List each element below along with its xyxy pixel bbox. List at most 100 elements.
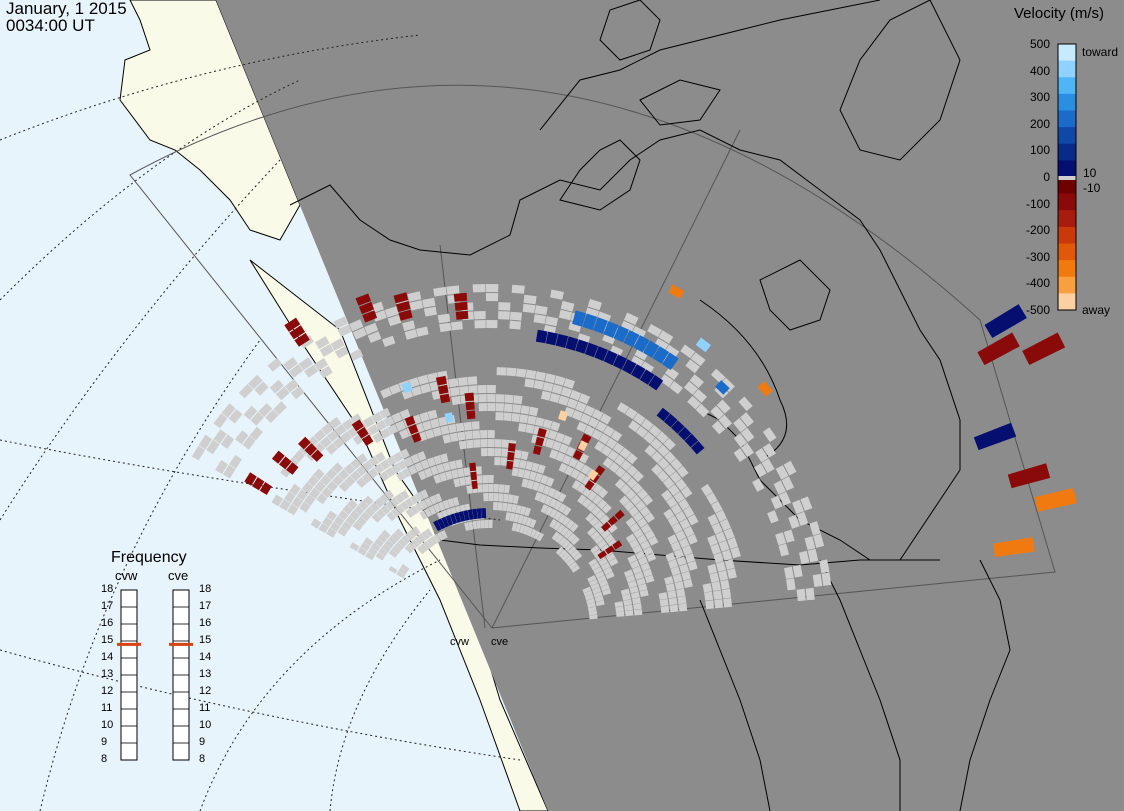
radar-cell xyxy=(374,497,385,508)
radar-cell xyxy=(623,599,633,606)
radar-cell xyxy=(594,595,604,602)
radar-cell xyxy=(536,532,544,542)
radar-cell xyxy=(623,330,640,348)
radar-cell xyxy=(531,462,540,472)
radar-cell xyxy=(512,404,522,414)
radar-cell xyxy=(469,462,477,472)
radar-cell xyxy=(400,490,410,500)
radar-cell xyxy=(356,516,367,527)
frequency-tick-right: 11 xyxy=(199,702,211,714)
radar-cell xyxy=(372,310,387,322)
radar-cell xyxy=(562,454,572,465)
radar-cell xyxy=(569,522,579,533)
radar-cell xyxy=(291,496,304,508)
radar-cell xyxy=(487,448,495,457)
radar-cell xyxy=(396,471,406,482)
radar-cell xyxy=(363,416,375,428)
frequency-tick-right: 10 xyxy=(199,719,212,731)
radar-cell xyxy=(344,463,356,475)
radar-cell xyxy=(473,439,481,448)
radar-cell xyxy=(403,456,414,467)
radar-cell xyxy=(762,443,776,458)
radar-cell xyxy=(643,546,654,556)
radar-cell xyxy=(542,382,554,392)
radar-cell xyxy=(616,611,625,617)
radar-cell xyxy=(523,469,531,479)
radar-cell xyxy=(603,566,613,575)
radar-cell xyxy=(752,478,765,492)
radar-cell xyxy=(342,504,353,515)
radar-cell xyxy=(542,419,553,429)
radar-cell xyxy=(269,379,284,394)
radar-cell xyxy=(453,292,468,302)
radar-cell xyxy=(598,557,608,566)
radar-cell xyxy=(604,534,615,544)
radar-cell xyxy=(723,598,733,608)
radar-cell xyxy=(379,470,390,482)
radar-cell xyxy=(480,439,488,448)
radar-cell xyxy=(654,338,669,352)
radar-cell xyxy=(296,489,309,501)
radar-cell xyxy=(338,510,349,521)
radar-cell xyxy=(1007,463,1051,489)
radar-cell xyxy=(453,478,461,488)
radar-cell xyxy=(487,403,496,412)
radar-cell xyxy=(673,491,685,503)
radar-cell xyxy=(755,448,769,463)
radar-cell xyxy=(356,453,368,465)
radar-cell xyxy=(809,521,821,536)
radar-cell xyxy=(807,548,819,563)
frequency-tick-left: 12 xyxy=(101,685,114,697)
radar-cell xyxy=(643,431,656,444)
radar-cell xyxy=(388,549,398,558)
radar-cell xyxy=(399,448,410,459)
radar-cell xyxy=(379,427,391,439)
radar-cell xyxy=(363,537,374,547)
radar-cell xyxy=(669,471,682,484)
radar-cell xyxy=(591,505,601,516)
radar-cell xyxy=(639,369,655,385)
radar-cell xyxy=(434,493,443,503)
radar-cell xyxy=(509,320,522,330)
radar-cell xyxy=(597,499,608,510)
radar-cell xyxy=(315,336,330,350)
radar-cell xyxy=(458,377,468,386)
radar-cell xyxy=(384,306,399,318)
radar-cell xyxy=(819,559,830,574)
radar-cell xyxy=(506,367,517,377)
radar-cell xyxy=(572,410,583,421)
radar-cell xyxy=(607,515,618,526)
radar-cell xyxy=(398,309,413,321)
radar-cell xyxy=(680,344,696,359)
radar-cell xyxy=(608,462,620,473)
radar-cell xyxy=(488,493,494,501)
radar-cell xyxy=(410,453,420,464)
radar-cell xyxy=(451,395,461,406)
velocity-tick-label: 100 xyxy=(1029,143,1050,158)
radar-cell xyxy=(593,317,608,334)
radar-cell xyxy=(634,571,644,580)
radar-cell xyxy=(606,553,616,562)
radar-cell xyxy=(298,436,311,450)
radar-cell xyxy=(401,535,411,545)
radar-cell xyxy=(191,445,206,461)
radar-cell xyxy=(715,509,727,522)
radar-cell xyxy=(345,515,356,526)
radar-cell xyxy=(390,496,400,507)
velocity-tick-label: -300 xyxy=(1025,249,1050,264)
radar-cell xyxy=(351,419,364,432)
radar-cell xyxy=(423,540,432,550)
radar-cell xyxy=(407,291,422,302)
radar-cell xyxy=(385,500,395,511)
radar-cell xyxy=(624,569,634,578)
radar-cell xyxy=(517,514,524,524)
radar-cell xyxy=(821,572,832,586)
radar-cell xyxy=(665,552,676,562)
radar-cell xyxy=(600,544,610,553)
radar-cell xyxy=(582,498,592,508)
radar-cell xyxy=(420,543,429,552)
radar-cell xyxy=(666,496,678,508)
radar-cell xyxy=(420,489,429,499)
radar-cell xyxy=(421,530,430,540)
radar-cell xyxy=(381,529,391,539)
